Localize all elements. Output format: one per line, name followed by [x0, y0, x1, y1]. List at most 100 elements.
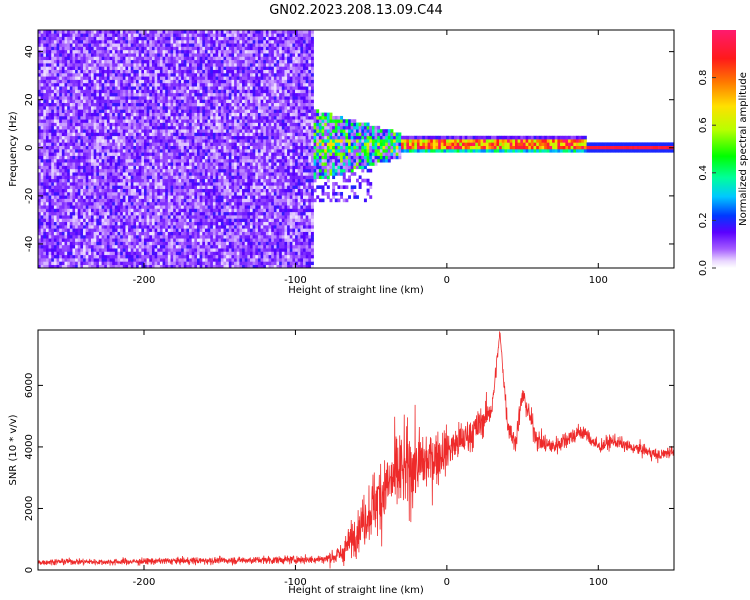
heatmap-cell — [51, 96, 55, 100]
heatmap-cell — [159, 172, 163, 176]
heatmap-cell — [88, 228, 92, 232]
heatmap-cell — [178, 69, 182, 74]
heatmap-cell — [88, 56, 92, 61]
heatmap-cell — [93, 185, 97, 189]
heatmap-cell — [69, 254, 73, 259]
heatmap-cell — [189, 66, 192, 70]
heatmap-cell — [162, 201, 166, 206]
heatmap-cell — [96, 225, 100, 229]
heatmap-cell — [40, 218, 44, 223]
heatmap-cell — [56, 191, 60, 196]
heatmap-cell — [101, 228, 105, 232]
heatmap-cell — [98, 264, 102, 269]
heatmap-cell — [212, 115, 216, 120]
heatmap-cell — [146, 231, 150, 236]
heatmap-cell — [69, 102, 73, 107]
heatmap-cell — [122, 195, 126, 199]
heatmap-cell — [112, 238, 116, 242]
heatmap-cell — [85, 261, 89, 265]
heatmap-cell — [69, 221, 73, 226]
heatmap-cell — [43, 261, 47, 265]
heatmap-cell — [204, 155, 208, 160]
heatmap-cell — [162, 234, 166, 239]
heatmap-cell — [43, 132, 47, 137]
heatmap-cell — [204, 258, 208, 262]
heatmap-cell — [178, 172, 182, 176]
heatmap-cell — [114, 211, 118, 216]
heatmap-cell — [83, 205, 86, 209]
heatmap-cell — [133, 122, 137, 127]
heatmap-cell — [136, 215, 139, 219]
heatmap-cell — [170, 96, 174, 100]
heatmap-cell — [183, 135, 187, 140]
heatmap-cell — [141, 82, 145, 87]
heatmap-cell — [67, 228, 71, 232]
heatmap-cell — [191, 53, 195, 57]
heatmap-cell — [117, 205, 121, 209]
heatmap-cell — [186, 251, 190, 256]
heatmap-cell — [104, 129, 108, 133]
heatmap-cell — [157, 72, 161, 77]
heatmap-cell — [199, 69, 203, 74]
heatmap-cell — [128, 168, 132, 173]
heatmap-cell — [175, 142, 179, 146]
heatmap-cell — [202, 49, 206, 54]
heatmap-cell — [59, 86, 63, 90]
heatmap-cell — [67, 178, 71, 183]
heatmap-cell — [106, 129, 110, 133]
heatmap-cell — [199, 182, 203, 186]
heatmap-cell — [202, 215, 206, 219]
heatmap-cell — [165, 208, 169, 213]
heatmap-cell — [117, 59, 121, 64]
heatmap-cell — [218, 43, 222, 47]
heatmap-cell — [146, 244, 150, 249]
heatmap-cell — [53, 149, 57, 153]
heatmap-cell — [93, 39, 97, 44]
heatmap-cell — [186, 238, 190, 242]
heatmap-cell — [191, 66, 195, 70]
heatmap-cell — [48, 139, 52, 143]
heatmap-cell — [56, 244, 60, 249]
heatmap-cell — [128, 30, 132, 34]
heatmap-cell — [38, 122, 41, 127]
heatmap-cell — [114, 228, 118, 232]
heatmap-cell — [202, 178, 206, 183]
heatmap-cell — [101, 185, 105, 189]
heatmap-cell — [122, 238, 126, 242]
heatmap-cell — [175, 155, 179, 160]
heatmap-cell — [151, 162, 155, 166]
heatmap-cell — [181, 109, 185, 113]
heatmap-cell — [80, 99, 84, 104]
heatmap-cell — [106, 195, 110, 199]
heatmap-cell — [220, 182, 224, 186]
heatmap-cell — [64, 149, 68, 153]
heatmap-cell — [178, 162, 182, 166]
heatmap-cell — [218, 178, 222, 183]
heatmap-cell — [125, 89, 129, 94]
heatmap-cell — [72, 96, 76, 100]
heatmap-cell — [43, 63, 47, 67]
heatmap-cell — [88, 36, 92, 41]
heatmap-cell — [43, 188, 47, 193]
heatmap-cell — [210, 109, 214, 113]
heatmap-cell — [91, 125, 94, 130]
heatmap-cell — [212, 195, 216, 199]
heatmap-cell — [189, 115, 192, 120]
heatmap-cell — [173, 135, 177, 140]
heatmap-cell — [207, 201, 211, 206]
heatmap-cell — [191, 145, 195, 150]
heatmap-cell — [210, 139, 214, 143]
heatmap-cell — [109, 119, 113, 123]
heatmap-cell — [136, 175, 139, 180]
heatmap-cell — [212, 72, 216, 77]
heatmap-cell — [61, 175, 65, 180]
heatmap-cell — [112, 172, 116, 176]
heatmap-cell — [212, 145, 216, 150]
heatmap-cell — [96, 46, 100, 51]
heatmap-cell — [77, 119, 81, 123]
heatmap-cell — [114, 82, 118, 87]
heatmap-cell — [88, 178, 92, 183]
heatmap-cell — [120, 254, 124, 259]
heatmap-cell — [194, 225, 198, 229]
heatmap-cell — [61, 238, 65, 242]
